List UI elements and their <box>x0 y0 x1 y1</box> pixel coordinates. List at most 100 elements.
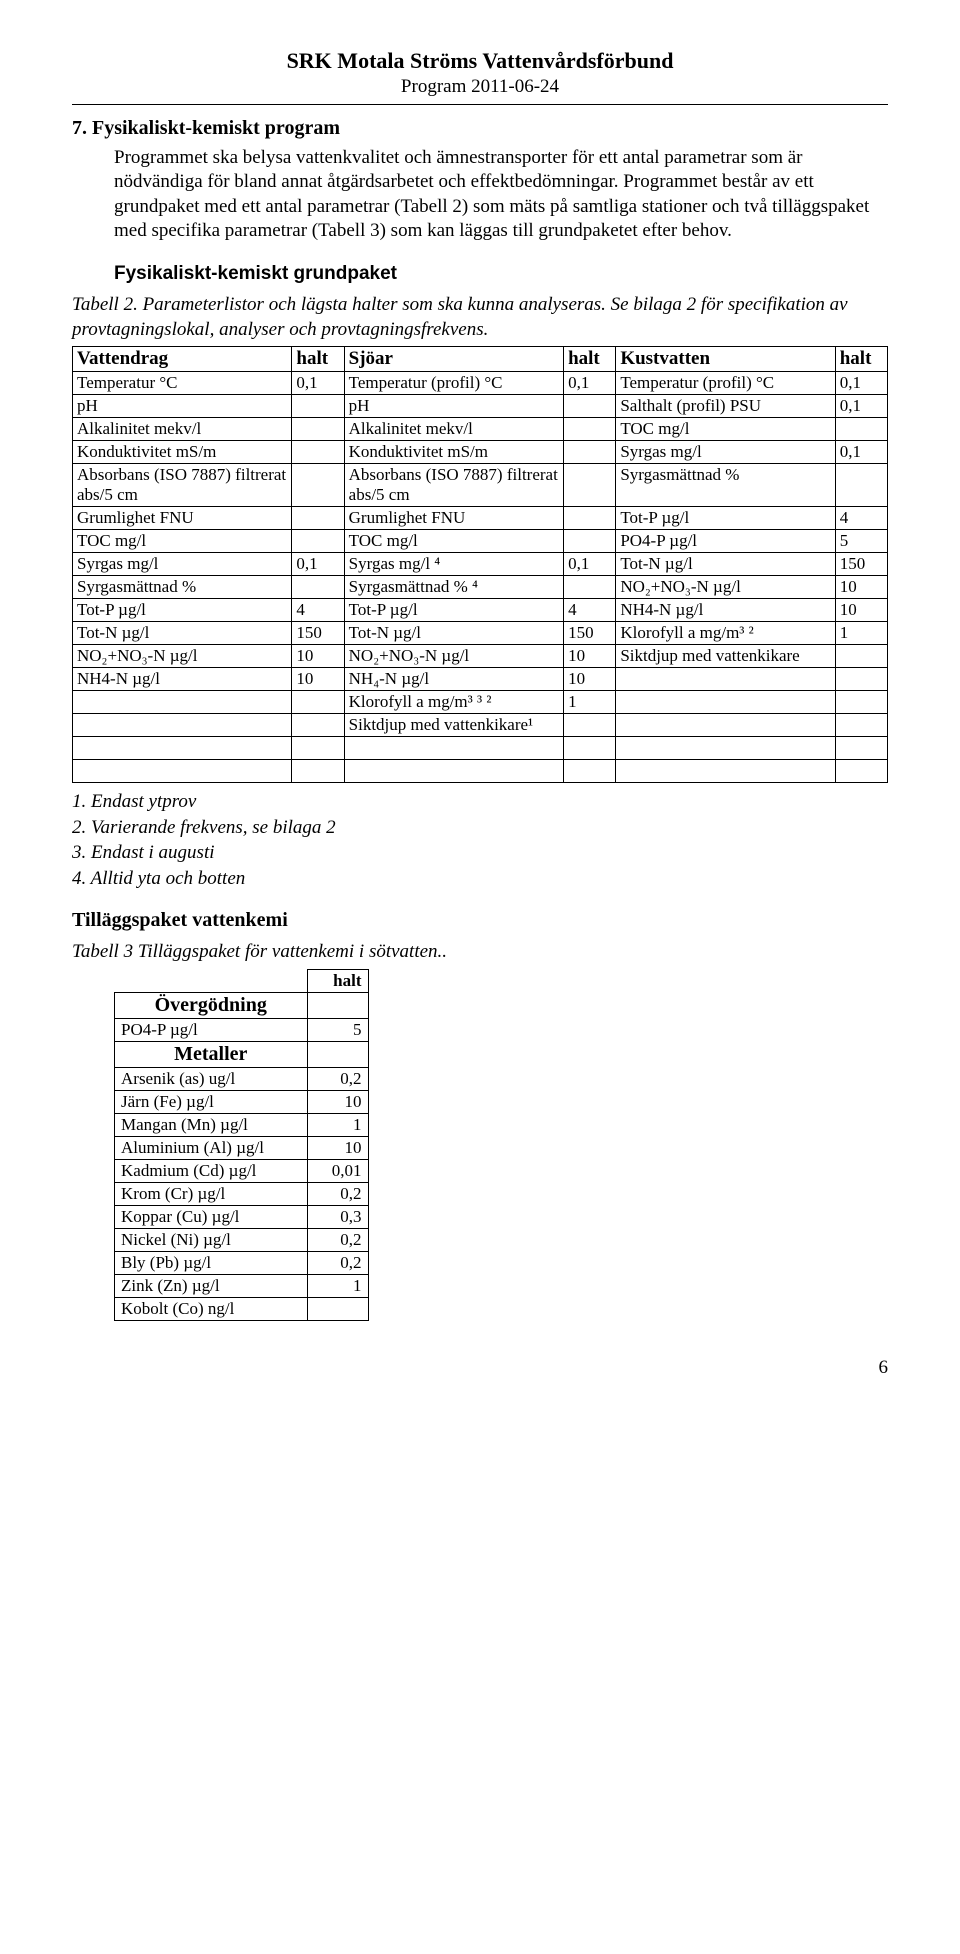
t3-val <box>307 1297 368 1320</box>
halt-cell: 1 <box>835 621 887 644</box>
param-cell <box>616 759 835 782</box>
table-row: Arsenik (as) ug/l0,2 <box>115 1067 369 1090</box>
param-cell: Syrgasmättnad % ⁴ <box>344 575 563 598</box>
halt-cell: 0,1 <box>564 552 616 575</box>
t3-val: 5 <box>307 1018 368 1041</box>
param-cell: pH <box>73 394 292 417</box>
param-cell: Klorofyll a mg/m³ ³ ² <box>344 690 563 713</box>
halt-cell <box>292 690 344 713</box>
table-row: pHpHSalthalt (profil) PSU0,1 <box>73 394 888 417</box>
table2-notes: 1. Endast ytprov 2. Varierande frekvens,… <box>72 789 888 892</box>
t3-val: 0,2 <box>307 1182 368 1205</box>
param-cell: Syrgasmättnad % <box>73 575 292 598</box>
t3-param: Zink (Zn) µg/l <box>115 1274 308 1297</box>
param-cell: Syrgas mg/l <box>616 440 835 463</box>
param-cell: PO4-P µg/l <box>616 529 835 552</box>
table-row: Kadmium (Cd) µg/l0,01 <box>115 1159 369 1182</box>
t3-param: Kobolt (Co) ng/l <box>115 1297 308 1320</box>
param-cell <box>616 667 835 690</box>
param-cell: Syrgas mg/l ⁴ <box>344 552 563 575</box>
param-cell: NH₄-N µg/l <box>344 667 563 690</box>
param-cell: Grumlighet FNU <box>344 506 563 529</box>
th-kustvatten: Kustvatten <box>616 346 835 371</box>
t3-param: Arsenik (as) ug/l <box>115 1067 308 1090</box>
param-cell: Tot-P µg/l <box>616 506 835 529</box>
table-row: TOC mg/lTOC mg/lPO4-P µg/l5 <box>73 529 888 552</box>
halt-cell: 10 <box>292 644 344 667</box>
param-cell: Alkalinitet mekv/l <box>73 417 292 440</box>
halt-cell <box>564 506 616 529</box>
page-number: 6 <box>72 1357 888 1379</box>
halt-cell <box>292 713 344 736</box>
param-cell: TOC mg/l <box>344 529 563 552</box>
table-row: NO₂+NO₃-N µg/l10NO₂+NO₃-N µg/l10Siktdjup… <box>73 644 888 667</box>
halt-cell: 0,1 <box>564 371 616 394</box>
table-row <box>73 736 888 759</box>
t3-val: 10 <box>307 1090 368 1113</box>
halt-cell: 10 <box>835 575 887 598</box>
halt-cell: 0,1 <box>835 371 887 394</box>
note4: 4. Alltid yta och botten <box>72 866 888 892</box>
halt-cell: 150 <box>292 621 344 644</box>
param-cell <box>73 736 292 759</box>
param-cell: Alkalinitet mekv/l <box>344 417 563 440</box>
t3-param: Kadmium (Cd) µg/l <box>115 1159 308 1182</box>
table-row: Konduktivitet mS/mKonduktivitet mS/mSyrg… <box>73 440 888 463</box>
halt-cell: 0,1 <box>835 440 887 463</box>
halt-cell: 10 <box>564 644 616 667</box>
table-row: Tot-N µg/l150Tot-N µg/l150Klorofyll a mg… <box>73 621 888 644</box>
param-cell: Siktdjup med vattenkikare <box>616 644 835 667</box>
table-row: Grumlighet FNU Grumlighet FNU Tot-P µg/l4 <box>73 506 888 529</box>
table3-cat2-val <box>307 1041 368 1067</box>
t3-param: Krom (Cr) µg/l <box>115 1182 308 1205</box>
header-title: SRK Motala Ströms Vattenvårdsförbund <box>72 48 888 74</box>
halt-cell: 0,1 <box>835 394 887 417</box>
param-cell: Grumlighet FNU <box>73 506 292 529</box>
halt-cell: 10 <box>564 667 616 690</box>
t3-val: 0,2 <box>307 1251 368 1274</box>
halt-cell <box>835 644 887 667</box>
param-cell: Tot-N µg/l <box>344 621 563 644</box>
halt-cell <box>835 667 887 690</box>
param-cell <box>616 690 835 713</box>
table2-caption: Tabell 2. Parameterlistor och lägsta hal… <box>72 293 888 342</box>
tillagg-title: Tilläggspaket vattenkemi <box>72 909 888 932</box>
table-row: Krom (Cr) µg/l0,2 <box>115 1182 369 1205</box>
table-row: Syrgasmättnad % Syrgasmättnad % ⁴ NO₂+NO₃-… <box>73 575 888 598</box>
table-row: Siktdjup med vattenkikare¹ <box>73 713 888 736</box>
t3-param: PO4-P µg/l <box>115 1018 308 1041</box>
param-cell: Temperatur (profil) °C <box>616 371 835 394</box>
table2-header-row: Vattendrag halt Sjöar halt Kustvatten ha… <box>73 346 888 371</box>
table-row: Zink (Zn) µg/l1 <box>115 1274 369 1297</box>
param-cell: NO₂+NO₃-N µg/l <box>616 575 835 598</box>
t3-param: Nickel (Ni) µg/l <box>115 1228 308 1251</box>
section7-title: 7. Fysikaliskt-kemiskt program <box>72 117 888 140</box>
halt-cell: 5 <box>835 529 887 552</box>
halt-cell: 4 <box>835 506 887 529</box>
table-row: Alkalinitet mekv/lAlkalinitet mekv/lTOC … <box>73 417 888 440</box>
param-cell: NH4-N µg/l <box>73 667 292 690</box>
grundpaket-heading: Fysikaliskt-kemiskt grundpaket <box>114 263 888 285</box>
halt-cell <box>564 417 616 440</box>
note2: 2. Varierande frekvens, se bilaga 2 <box>72 815 888 841</box>
table3-empty-header <box>115 969 308 992</box>
halt-cell: 150 <box>835 552 887 575</box>
table-row: Tot-P µg/l4Tot-P µg/l4NH4-N µg/l10 <box>73 598 888 621</box>
table2: Vattendrag halt Sjöar halt Kustvatten ha… <box>72 346 888 783</box>
halt-cell <box>292 759 344 782</box>
table-row: PO4-P µg/l5 <box>115 1018 369 1041</box>
param-cell: NO₂+NO₃-N µg/l <box>344 644 563 667</box>
table3-halt-header: halt <box>307 969 368 992</box>
param-cell: NH4-N µg/l <box>616 598 835 621</box>
halt-cell <box>564 440 616 463</box>
param-cell: Temperatur (profil) °C <box>344 371 563 394</box>
halt-cell <box>564 713 616 736</box>
table3-cat1: Övergödning <box>115 992 308 1018</box>
halt-cell <box>564 529 616 552</box>
header-divider <box>72 104 888 105</box>
param-cell: Tot-N µg/l <box>616 552 835 575</box>
param-cell: Konduktivitet mS/m <box>73 440 292 463</box>
t3-val: 0,01 <box>307 1159 368 1182</box>
param-cell: Tot-P µg/l <box>344 598 563 621</box>
header-program: Program 2011-06-24 <box>72 76 888 98</box>
